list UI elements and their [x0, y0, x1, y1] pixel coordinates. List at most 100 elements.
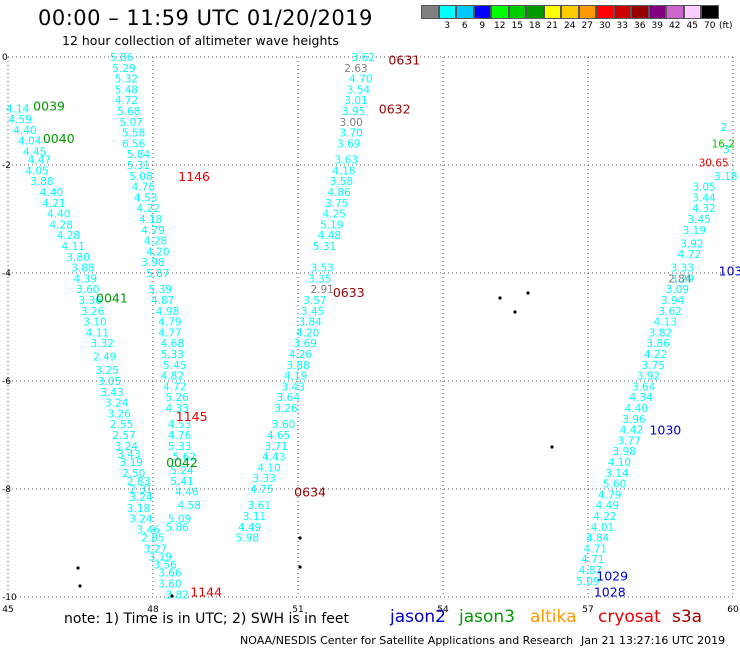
wave-height-label: 3.69 — [337, 138, 360, 150]
wave-height-label: 3.33 — [671, 263, 694, 275]
wave-height-label: 4.76 — [132, 182, 156, 194]
wave-height-label: 3.43 — [117, 449, 140, 461]
legend-label: 9 — [479, 21, 486, 31]
wave-height-label: 4.22 — [644, 349, 667, 361]
wave-height-label: 4.20 — [296, 327, 319, 339]
legend-swatch — [456, 5, 474, 19]
wave-height-label: 2.55 — [110, 419, 133, 431]
wave-height-label: 4.26 — [289, 349, 313, 361]
legend-label: 21 — [546, 21, 558, 31]
wave-height-label: 3.46 — [136, 525, 160, 537]
wave-height-label: 5.48 — [115, 84, 138, 96]
wave-height-label: 3.71 — [265, 441, 288, 453]
wave-height-label: 3.36 — [78, 295, 102, 307]
wave-height-label: 2.50 — [122, 468, 145, 480]
pass-time-label: 103 — [719, 263, 740, 278]
wave-height-label: 3.19 — [683, 225, 706, 237]
wave-height-label: 4.22 — [136, 203, 159, 215]
wave-height-label: 5.09 — [168, 514, 191, 526]
x-tick-label: 48 — [147, 605, 159, 615]
legend-label: 39 — [651, 21, 663, 31]
credit-text: NOAA/NESDIS Center for Satellite Applica… — [240, 634, 574, 647]
wave-height-label: 4.33 — [165, 403, 188, 415]
wave-height-label: 5.86 — [110, 52, 134, 64]
wave-height-label: 5.29 — [112, 63, 135, 75]
wave-height-label: 3.61 — [248, 500, 271, 512]
wave-height-label: 4.28 — [144, 236, 167, 248]
island-shape — [78, 584, 82, 588]
wave-height-label: 5.87 — [146, 268, 169, 280]
wave-height-label: 3.96 — [622, 414, 646, 426]
wave-height-label: 6.56 — [122, 138, 146, 150]
pass-time-label: 0042 — [166, 455, 198, 470]
wave-height-label: 4.71 — [584, 543, 607, 555]
island-shape — [526, 291, 530, 295]
island-shape — [76, 566, 80, 570]
legend-label: 6 — [461, 21, 468, 31]
legend-label: 24 — [564, 21, 576, 31]
wave-height-label: 3.75 — [325, 198, 348, 210]
wave-height-label: 3.88 — [71, 263, 94, 275]
color-scale-labels: 3 6 9 12 15 18 21 24 27 30 33 36 39 42 45 70 — [421, 21, 719, 31]
wave-height-label: 4.87 — [151, 295, 174, 307]
legend-swatch — [561, 5, 579, 19]
wave-height-label: 5.26 — [165, 392, 189, 404]
wave-height-label: 4.47 — [28, 155, 51, 167]
wave-height-label: 3.09 — [666, 284, 689, 296]
island-shape — [550, 445, 554, 449]
legend-swatch — [683, 5, 701, 19]
wave-height-label: 3.44 — [692, 192, 716, 204]
wave-height-label: 3. — [723, 144, 733, 156]
legend-swatch — [473, 5, 491, 19]
wave-height-label: 3.54 — [347, 84, 371, 96]
wave-height-label: 4.68 — [161, 338, 184, 350]
wave-height-label: 4.40 — [13, 125, 36, 137]
wave-height-label: 5.31 — [313, 241, 336, 253]
wave-height-label: 4.86 — [327, 187, 351, 199]
wave-height-label: 3.56 — [153, 560, 177, 572]
wave-height-label: 30.65 — [699, 157, 729, 169]
wave-height-label: 4.48 — [318, 230, 341, 242]
legend-swatch — [631, 5, 649, 19]
wave-height-label: 3.62 — [352, 52, 375, 64]
wave-height-label: 4.10 — [608, 457, 631, 469]
island-shape — [513, 310, 517, 314]
legend-label: 12 — [494, 21, 506, 31]
legend-swatch — [701, 5, 719, 19]
wave-height-label: 3.26 — [81, 306, 105, 318]
wave-height-label: 3.10 — [83, 317, 106, 329]
wave-height-label: 4.76 — [168, 430, 192, 442]
legend-swatch — [508, 5, 526, 19]
pass-time-label: 1029 — [596, 568, 628, 583]
wave-height-label: 3.58 — [330, 176, 353, 188]
wave-height-label: 3.98 — [141, 257, 164, 269]
wave-height-label: 4.25 — [323, 209, 346, 221]
wave-height-label: 4.21 — [42, 198, 65, 210]
wave-height-label: 3.45 — [687, 214, 710, 226]
legend-swatch — [666, 5, 684, 19]
wave-height-label: 4.19 — [284, 371, 307, 383]
wave-height-label: 5.58 — [122, 128, 145, 140]
x-tick-label: 57 — [582, 605, 593, 615]
wave-height-label: 5.98 — [236, 533, 259, 545]
legend-swatch — [438, 5, 456, 19]
wave-height-label: 2.83 — [127, 476, 150, 488]
wave-height-label: 4.34 — [629, 392, 653, 404]
wave-height-label: 5.32 — [115, 74, 138, 86]
wave-height-label: 16.2 — [712, 138, 735, 150]
wave-height-label: 4.53 — [134, 192, 157, 204]
generated-timestamp: Jan 21 13:27:16 UTC 2019 — [581, 634, 726, 647]
island-shape — [298, 536, 302, 540]
satellite-cryosat: cryosat — [598, 607, 661, 627]
wave-height-label: 3.26 — [107, 408, 131, 420]
wave-height-label: 5.09 — [576, 576, 599, 588]
wave-height-label: 4.40 — [47, 209, 70, 221]
pass-time-label: 1146 — [178, 169, 210, 184]
wave-height-label: 4.28 — [49, 219, 72, 231]
wave-height-label: 4.70 — [349, 74, 372, 86]
wave-height-label: 5.84 — [127, 149, 151, 161]
wave-height-label: 3.80 — [66, 252, 89, 264]
wave-height-label: 3.19 — [120, 457, 143, 469]
x-tick-label: 45 — [2, 605, 13, 615]
wave-height-label: 4.79 — [598, 489, 621, 501]
